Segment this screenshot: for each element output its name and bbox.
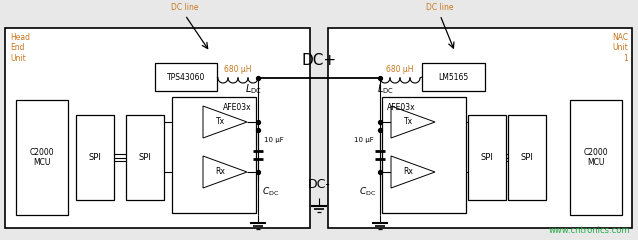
Bar [570, 100, 622, 215]
Text: SPI: SPI [521, 153, 533, 162]
Bar [155, 63, 217, 91]
Text: $C_{\mathrm{DC}}$: $C_{\mathrm{DC}}$ [359, 185, 376, 198]
Bar [328, 28, 632, 228]
Text: DC-: DC- [308, 179, 330, 192]
Bar [76, 115, 114, 200]
Bar [422, 63, 485, 91]
Text: Tx: Tx [404, 118, 413, 126]
Polygon shape [203, 156, 247, 188]
Bar [126, 115, 164, 200]
Text: LM5165: LM5165 [438, 72, 469, 82]
Text: Rx: Rx [216, 168, 226, 176]
Text: $L_{\mathrm{DC}}$: $L_{\mathrm{DC}}$ [376, 82, 394, 96]
Text: www.cntronics.com: www.cntronics.com [549, 226, 630, 235]
Text: AFE03x: AFE03x [387, 103, 415, 112]
Text: 24 V
DC line: 24 V DC line [171, 0, 199, 12]
Text: AFE03x: AFE03x [223, 103, 252, 112]
Polygon shape [391, 156, 435, 188]
Text: Rx: Rx [404, 168, 413, 176]
Bar [508, 115, 546, 200]
Text: Tx: Tx [216, 118, 225, 126]
Text: SPI: SPI [89, 153, 101, 162]
Bar [16, 100, 68, 215]
Bar [382, 97, 466, 213]
Text: NAC
Unit
1: NAC Unit 1 [612, 33, 628, 63]
Text: 10 μF: 10 μF [264, 137, 284, 143]
Text: 24 V
DC line: 24 V DC line [426, 0, 454, 12]
Text: 10 μF: 10 μF [354, 137, 374, 143]
Text: $C_{\mathrm{DC}}$: $C_{\mathrm{DC}}$ [262, 185, 279, 198]
Text: TPS43060: TPS43060 [167, 72, 205, 82]
Text: C2000
MCU: C2000 MCU [584, 148, 608, 167]
Text: SPI: SPI [138, 153, 151, 162]
Text: 680 μH: 680 μH [224, 65, 252, 74]
Text: 680 μH: 680 μH [386, 65, 414, 74]
Polygon shape [391, 106, 435, 138]
Bar [468, 115, 506, 200]
Polygon shape [203, 106, 247, 138]
Bar [172, 97, 256, 213]
Text: DC+: DC+ [301, 53, 337, 68]
Bar [5, 28, 310, 228]
Text: C2000
MCU: C2000 MCU [30, 148, 54, 167]
Text: SPI: SPI [480, 153, 493, 162]
Text: $L_{\mathrm{DC}}$: $L_{\mathrm{DC}}$ [244, 82, 262, 96]
Text: Head
End
Unit: Head End Unit [10, 33, 30, 63]
